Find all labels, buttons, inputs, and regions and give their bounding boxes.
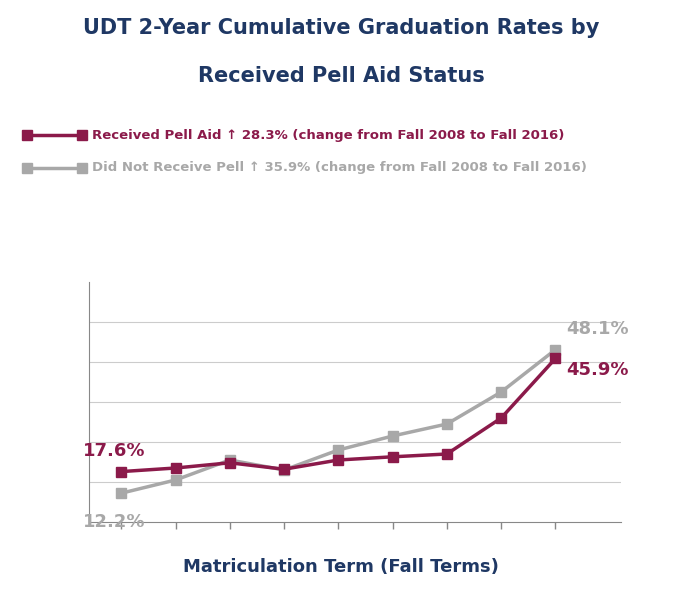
Text: Received Pell Aid Status: Received Pell Aid Status <box>198 66 484 86</box>
Text: 17.6%: 17.6% <box>83 442 145 460</box>
Text: 48.1%: 48.1% <box>567 320 629 338</box>
Text: UDT 2-Year Cumulative Graduation Rates by: UDT 2-Year Cumulative Graduation Rates b… <box>83 18 599 38</box>
Text: Received Pell Aid ↑ 28.3% (change from Fall 2008 to Fall 2016): Received Pell Aid ↑ 28.3% (change from F… <box>92 128 565 142</box>
Text: 12.2%: 12.2% <box>83 512 145 530</box>
Text: 45.9%: 45.9% <box>567 361 629 379</box>
Text: Did Not Receive Pell ↑ 35.9% (change from Fall 2008 to Fall 2016): Did Not Receive Pell ↑ 35.9% (change fro… <box>92 161 587 175</box>
Text: Matriculation Term (Fall Terms): Matriculation Term (Fall Terms) <box>183 558 499 576</box>
